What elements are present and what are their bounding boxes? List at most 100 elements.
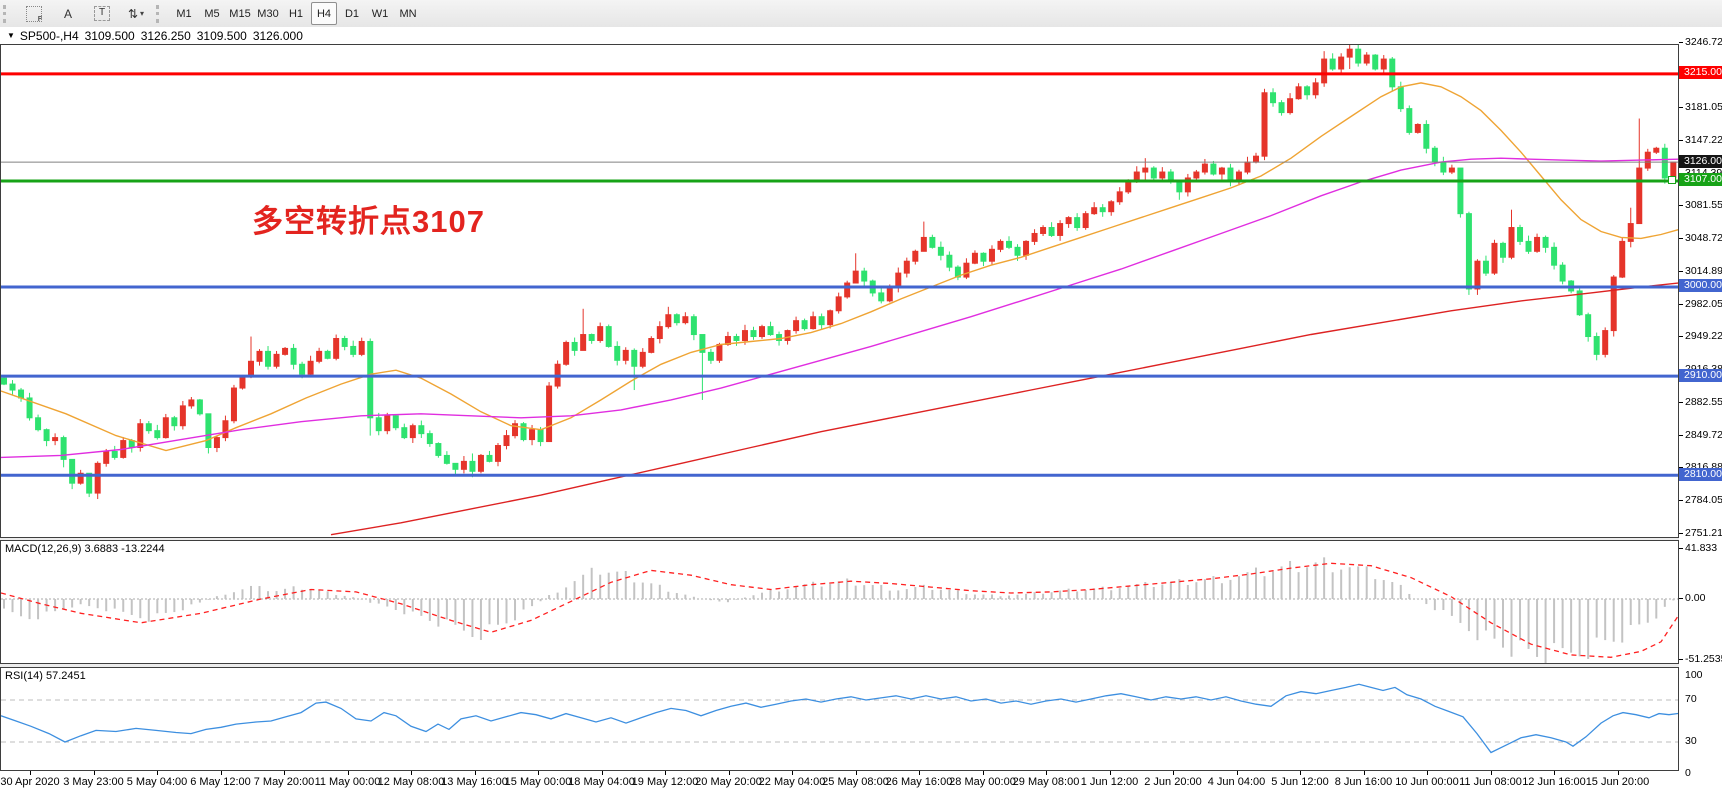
- time-tick-mark: [474, 771, 476, 775]
- time-tick-mark: [665, 771, 666, 775]
- time-tick-mark: [30, 771, 31, 775]
- price-tick-label: 2982.055: [1685, 297, 1722, 310]
- dropdown-caret-icon: ▾: [140, 9, 145, 18]
- macd-tick-label: 41.833: [1685, 542, 1718, 555]
- time-tick-label: 7 May 20:00: [253, 776, 315, 788]
- time-tick-mark: [1109, 771, 1111, 775]
- chart-header: ▼ SP500-,H4 3109.500 3126.250 3109.500 3…: [0, 27, 1722, 44]
- text-label-icon[interactable]: A: [63, 6, 72, 21]
- time-tick-mark: [1236, 771, 1238, 775]
- price-tick-mark: [1679, 205, 1683, 207]
- timeframe-button-W1[interactable]: W1: [371, 7, 389, 20]
- time-tick-label: 22 May 04:00: [758, 776, 826, 788]
- price-tick-label: 3181.055: [1685, 100, 1722, 113]
- time-tick-label: 10 Jun 00:00: [1395, 776, 1459, 788]
- timeframe-button-D1[interactable]: D1: [344, 7, 360, 20]
- price-tick-label: 2882.555: [1685, 396, 1722, 409]
- time-tick-mark: [157, 771, 158, 775]
- time-tick-mark: [347, 771, 349, 775]
- timeframe-toolbar-drag-handle[interactable]: [156, 4, 164, 23]
- price-axis[interactable]: 3246.7253181.0553147.2253114.3903081.555…: [1679, 36, 1722, 791]
- crosshair-grid-icon[interactable]: F: [18, 2, 50, 25]
- price-tick-mark: [1679, 41, 1683, 43]
- price-level-badge: 3215.000: [1679, 66, 1722, 80]
- price-tick-label: 3014.890: [1685, 265, 1722, 278]
- time-tick-mark: [1046, 771, 1047, 775]
- ohlc-low: 3109.500: [196, 28, 247, 43]
- price-tick-mark: [1679, 303, 1683, 305]
- chart-text-annotation: 多空转折点3107: [252, 204, 485, 239]
- price-level-badge: 3000.000: [1679, 279, 1722, 293]
- time-tick-mark: [1300, 771, 1301, 775]
- text-box-icon[interactable]: T: [86, 2, 118, 25]
- macd-tick-label: -51.2535: [1685, 652, 1722, 665]
- rsi-level-label: 0: [1685, 766, 1691, 779]
- price-tick-mark: [1679, 237, 1683, 239]
- time-tick-label: 15 Jun 20:00: [1585, 776, 1650, 788]
- time-tick-mark: [1173, 771, 1174, 775]
- time-tick-label: 20 May 20:00: [695, 776, 762, 788]
- time-tick-label: 25 May 08:00: [822, 776, 889, 788]
- rsi-indicator-pane[interactable]: [0, 667, 1679, 771]
- time-tick-label: 5 Jun 12:00: [1271, 776, 1329, 788]
- rsi-label: RSI(14) 57.2451: [5, 670, 86, 682]
- rsi-plot[interactable]: [1, 668, 1678, 770]
- toolbar-drag-handle[interactable]: [3, 4, 11, 23]
- time-tick-mark: [792, 771, 793, 775]
- time-tick-label: 26 May 16:00: [885, 776, 953, 788]
- rsi-level-label: 100: [1685, 669, 1703, 681]
- price-tick-mark: [1679, 532, 1683, 534]
- time-tick-label: 8 Jun 16:00: [1334, 776, 1393, 788]
- macd-tick-label: 0.00: [1685, 592, 1706, 604]
- price-tick-label: 3081.555: [1685, 199, 1722, 212]
- time-tick-mark: [1490, 771, 1492, 775]
- time-tick-mark: [284, 771, 285, 775]
- timeframe-button-MN[interactable]: MN: [399, 7, 417, 20]
- time-tick-mark: [538, 771, 539, 775]
- price-tick-label: 2751.215: [1685, 526, 1722, 539]
- macd-tick-mark: [1679, 658, 1683, 660]
- symbol-timeframe-label: SP500-,H4: [19, 28, 79, 43]
- time-tick-mark: [728, 771, 730, 775]
- timeframe-button-M30[interactable]: M30: [257, 7, 279, 20]
- timeframe-button-M5[interactable]: M5: [204, 7, 220, 20]
- timeframe-button-M15[interactable]: M15: [229, 7, 251, 20]
- time-tick-mark: [1427, 771, 1428, 775]
- time-tick-label: 3 May 23:00: [63, 776, 124, 788]
- price-tick-mark: [1679, 140, 1683, 142]
- time-tick-label: 15 May 00:00: [504, 776, 572, 788]
- chart-collapse-icon[interactable]: ▼: [7, 31, 15, 40]
- price-tick-mark: [1679, 402, 1683, 404]
- timeframe-button-M1[interactable]: M1: [176, 7, 192, 20]
- hline-anchor-marker[interactable]: [1668, 176, 1676, 184]
- price-level-badge: 2910.000: [1679, 368, 1722, 382]
- timeframe-button-H4[interactable]: H4: [311, 2, 337, 25]
- price-chart-pane[interactable]: [0, 44, 1679, 538]
- price-level-badge: 3107.000: [1679, 173, 1722, 187]
- price-tick-label: 3246.725: [1685, 35, 1722, 48]
- time-tick-mark: [1363, 771, 1365, 775]
- price-level-badge: 2810.000: [1679, 467, 1722, 481]
- time-tick-mark: [982, 771, 984, 775]
- time-tick-label: 13 May 16:00: [441, 776, 508, 788]
- rsi-level-label: 30: [1685, 735, 1697, 747]
- arrow-objects-icon[interactable]: ⇅ ▾: [127, 6, 145, 21]
- macd-plot[interactable]: [1, 541, 1678, 663]
- rsi-level-label: 70: [1685, 693, 1697, 705]
- time-tick-label: 6 May 12:00: [190, 776, 251, 788]
- price-tick-label: 2784.050: [1685, 493, 1722, 506]
- time-tick-mark: [855, 771, 857, 775]
- time-tick-label: 30 Apr 2020: [0, 776, 60, 788]
- timeframe-button-H1[interactable]: H1: [288, 7, 304, 20]
- time-tick-mark: [1554, 771, 1555, 775]
- time-axis[interactable]: 30 Apr 2020 3 May 23:00 5 May 04:00 6 May 1…: [0, 771, 1679, 791]
- time-tick-label: 18 May 04:00: [568, 776, 635, 788]
- time-tick-mark: [93, 771, 95, 775]
- macd-indicator-pane[interactable]: [0, 540, 1679, 664]
- time-tick-mark: [220, 771, 222, 775]
- time-tick-label: 29 May 08:00: [1012, 776, 1080, 788]
- candlestick-chart[interactable]: [1, 45, 1678, 537]
- time-tick-label: 1 Jun 12:00: [1080, 776, 1139, 788]
- price-tick-label: 2849.720: [1685, 428, 1722, 441]
